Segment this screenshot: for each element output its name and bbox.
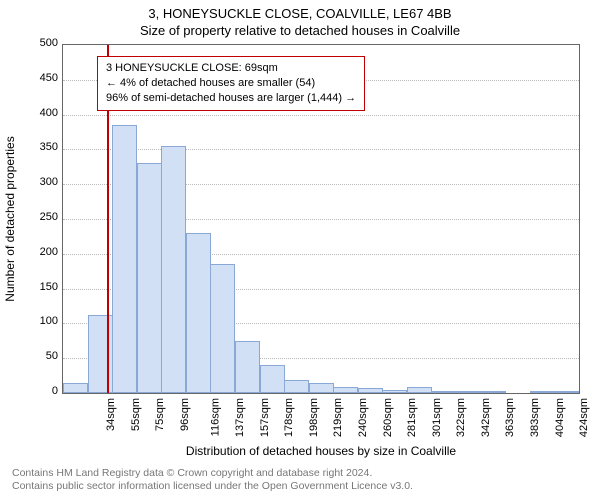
x-tick-label: 281sqm (406, 398, 418, 437)
x-tick-label: 301sqm (431, 398, 443, 437)
y-tick-label: 300 (40, 176, 58, 188)
x-tick-label: 424sqm (578, 398, 590, 437)
annotation-box: 3 HONEYSUCKLE CLOSE: 69sqm ← 4% of detac… (97, 56, 365, 111)
histogram-bar (382, 390, 407, 393)
x-tick-label: 157sqm (259, 398, 271, 437)
y-tick-label: 350 (40, 141, 58, 153)
histogram-bar (432, 391, 457, 393)
footer-attribution: Contains HM Land Registry data © Crown c… (12, 467, 413, 494)
y-tick-label: 150 (40, 281, 58, 293)
footer-line: Contains public sector information licen… (12, 480, 413, 494)
histogram-bar (481, 391, 506, 393)
annotation-line: 3 HONEYSUCKLE CLOSE: 69sqm (106, 61, 356, 76)
x-tick-label: 198sqm (308, 398, 320, 437)
histogram-bar (284, 380, 309, 393)
page-root: 3, HONEYSUCKLE CLOSE, COALVILLE, LE67 4B… (0, 0, 600, 500)
y-tick-label: 400 (40, 107, 58, 119)
x-tick-label: 383sqm (529, 398, 541, 437)
x-axis-label: Distribution of detached houses by size … (186, 444, 456, 458)
histogram-bar (210, 264, 235, 393)
histogram-bar (407, 387, 432, 393)
x-tick-label: 96sqm (179, 398, 191, 431)
y-tick-label: 0 (52, 385, 58, 397)
y-tick-label: 200 (40, 246, 58, 258)
histogram-bar (112, 125, 137, 393)
histogram-bar (260, 365, 285, 393)
y-tick-label: 500 (40, 37, 58, 49)
y-tick-label: 100 (40, 315, 58, 327)
annotation-line: ← 4% of detached houses are smaller (54) (106, 76, 356, 91)
x-tick-label: 322sqm (455, 398, 467, 437)
x-tick-label: 404sqm (554, 398, 566, 437)
histogram-bar (137, 163, 162, 393)
histogram-bar (235, 341, 260, 393)
y-tick-label: 50 (46, 350, 58, 362)
histogram-bar (161, 146, 186, 393)
page-title: 3, HONEYSUCKLE CLOSE, COALVILLE, LE67 4B… (0, 0, 600, 21)
x-tick-label: 260sqm (382, 398, 394, 437)
histogram-bar (554, 391, 579, 393)
histogram-bar (456, 391, 481, 393)
y-tick-label: 450 (40, 72, 58, 84)
x-tick-label: 137sqm (234, 398, 246, 437)
annotation-line: 96% of semi-detached houses are larger (… (106, 91, 356, 106)
x-tick-label: 116sqm (209, 398, 221, 436)
x-tick-label: 55sqm (130, 398, 142, 431)
x-tick-label: 342sqm (480, 398, 492, 437)
x-tick-label: 240sqm (357, 398, 369, 437)
histogram-bar (358, 388, 383, 393)
y-tick-label: 250 (40, 211, 58, 223)
page-subtitle: Size of property relative to detached ho… (0, 21, 600, 38)
histogram-bar (333, 387, 358, 393)
gridline (63, 149, 579, 150)
gridline (63, 115, 579, 116)
footer-line: Contains HM Land Registry data © Crown c… (12, 467, 413, 481)
histogram-bar (88, 315, 113, 393)
histogram-bar (530, 391, 555, 393)
x-tick-label: 75sqm (154, 398, 166, 431)
histogram-chart: Number of detached properties Distributi… (62, 44, 580, 394)
x-tick-label: 219sqm (333, 398, 345, 437)
histogram-bar (63, 383, 88, 393)
histogram-bar (186, 233, 211, 393)
y-axis-label: Number of detached properties (3, 136, 17, 301)
x-tick-label: 363sqm (505, 398, 517, 437)
x-tick-label: 178sqm (283, 398, 295, 437)
x-tick-label: 34sqm (105, 398, 117, 431)
histogram-bar (309, 383, 334, 393)
